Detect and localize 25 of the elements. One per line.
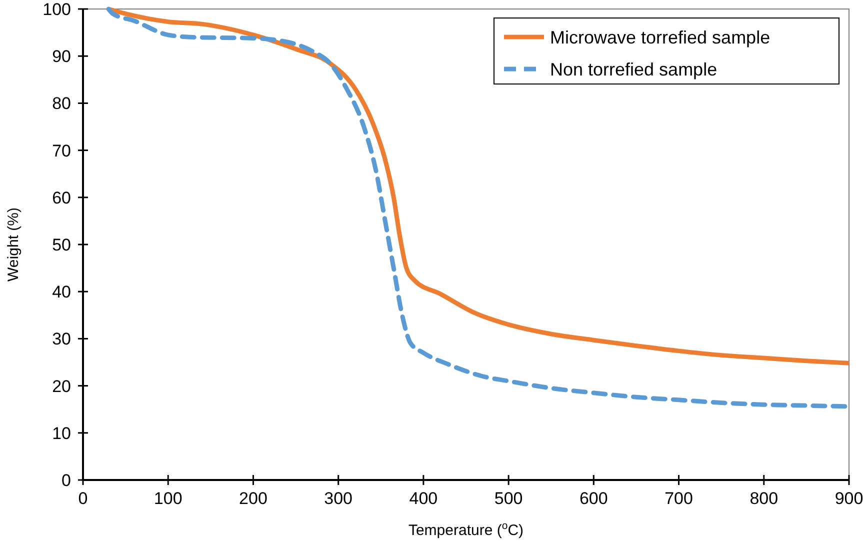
y-tick-label: 90 <box>52 47 71 66</box>
legend-label: Non torrefied sample <box>550 59 718 80</box>
x-tick-label: 0 <box>78 489 88 508</box>
y-tick-label: 0 <box>62 470 71 490</box>
y-tick-label: 100 <box>42 0 71 19</box>
x-tick-label: 900 <box>834 489 863 508</box>
x-axis-title: Temperature ($^{o}$C) <box>408 520 524 539</box>
y-tick-label: 70 <box>52 141 71 160</box>
x-tick-label: 500 <box>494 489 523 508</box>
y-tick-label: 50 <box>52 235 71 254</box>
y-tick-label: 20 <box>52 376 71 396</box>
y-tick-label: 60 <box>52 188 71 208</box>
x-tick-label: 700 <box>664 489 693 508</box>
y-axis-title: Weight (%) <box>5 208 22 282</box>
legend-label: Microwave torrefied sample <box>550 27 770 48</box>
x-tick-label: 600 <box>579 489 608 508</box>
y-tick-label: 10 <box>52 424 71 443</box>
x-tick-label: 400 <box>409 489 438 508</box>
x-tick-label: 300 <box>324 489 353 508</box>
y-tick-label: 80 <box>52 94 71 114</box>
x-tick-label: 200 <box>239 489 268 508</box>
x-tick-label: 800 <box>750 489 778 508</box>
x-tick-label: 100 <box>154 489 182 508</box>
y-tick-label: 40 <box>52 282 71 302</box>
y-tick-label: 30 <box>52 330 71 349</box>
